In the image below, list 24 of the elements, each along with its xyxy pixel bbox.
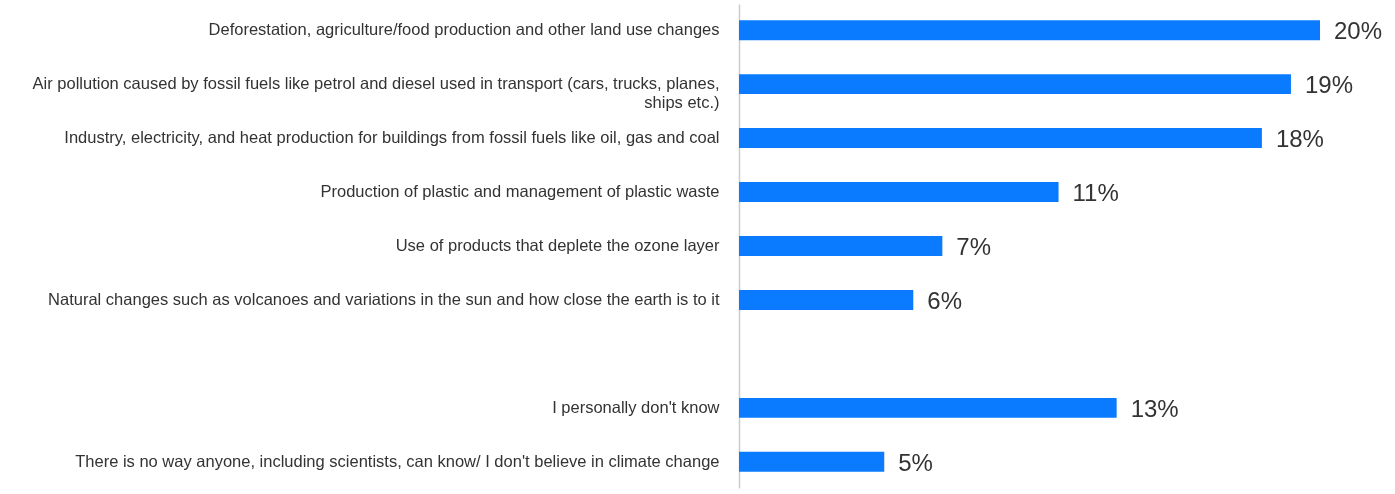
y-tick-label: Production of plastic and management of plastic waste	[320, 182, 720, 201]
bar	[739, 20, 1320, 41]
y-tick-label: Use of products that deplete the ozone layer	[395, 236, 720, 254]
data-label: 6%	[927, 286, 962, 314]
data-label: 7%	[956, 233, 992, 260]
bar	[739, 236, 943, 256]
bar	[739, 289, 914, 310]
y-tick-label: I personally don't know	[552, 397, 720, 416]
y-tick-label: Air pollution caused by fossil fuels like petrol and diesel used in transport (cars, trucks, planes, ships etc.)	[32, 74, 720, 112]
data-label: 13%	[1130, 394, 1179, 422]
y-tick-label: Natural changes such as volcanoes and variations in the sun and how close the earth is to it	[48, 289, 720, 308]
data-label: 5%	[898, 448, 933, 476]
y-tick-label: Deforestation, agriculture/food production and other land use changes	[208, 20, 720, 39]
data-label: 18%	[1275, 125, 1324, 153]
data-label: 20%	[1334, 17, 1383, 45]
bar	[739, 128, 1262, 149]
bar	[739, 397, 1117, 418]
y-tick-label: There is no way anyone, including scientists, can know/ I don't believe in climate change	[75, 451, 720, 470]
bar	[739, 182, 1059, 203]
data-label: 11%	[1072, 179, 1119, 207]
data-label: 19%	[1304, 71, 1353, 99]
bar	[739, 74, 1291, 95]
bar	[739, 451, 885, 472]
y-tick-label: Industry, electricity, and heat production for buildings from fossil fuels like oil, gas and coal	[64, 128, 720, 147]
